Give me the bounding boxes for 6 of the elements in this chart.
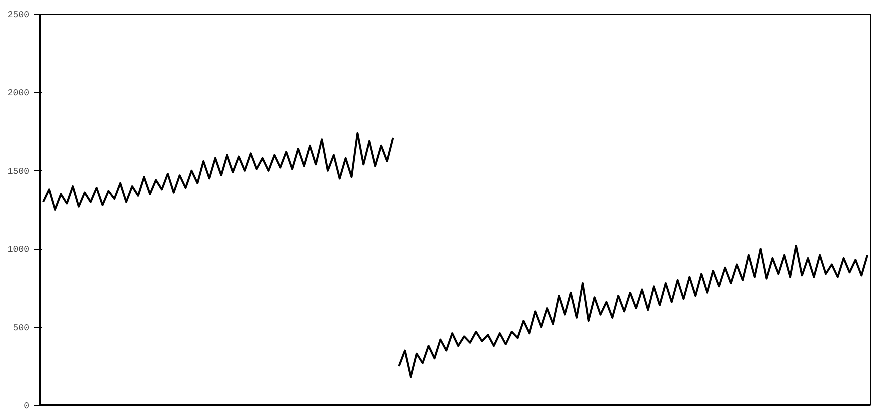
y-tick-label: 500: [13, 323, 30, 334]
y-tick-label: 1000: [8, 245, 30, 256]
y-tick-label: 2500: [8, 10, 30, 20]
y-tick-label: 0: [24, 402, 30, 412]
y-tick-label: 1500: [8, 166, 30, 177]
y-tick-label: 2000: [8, 88, 30, 99]
